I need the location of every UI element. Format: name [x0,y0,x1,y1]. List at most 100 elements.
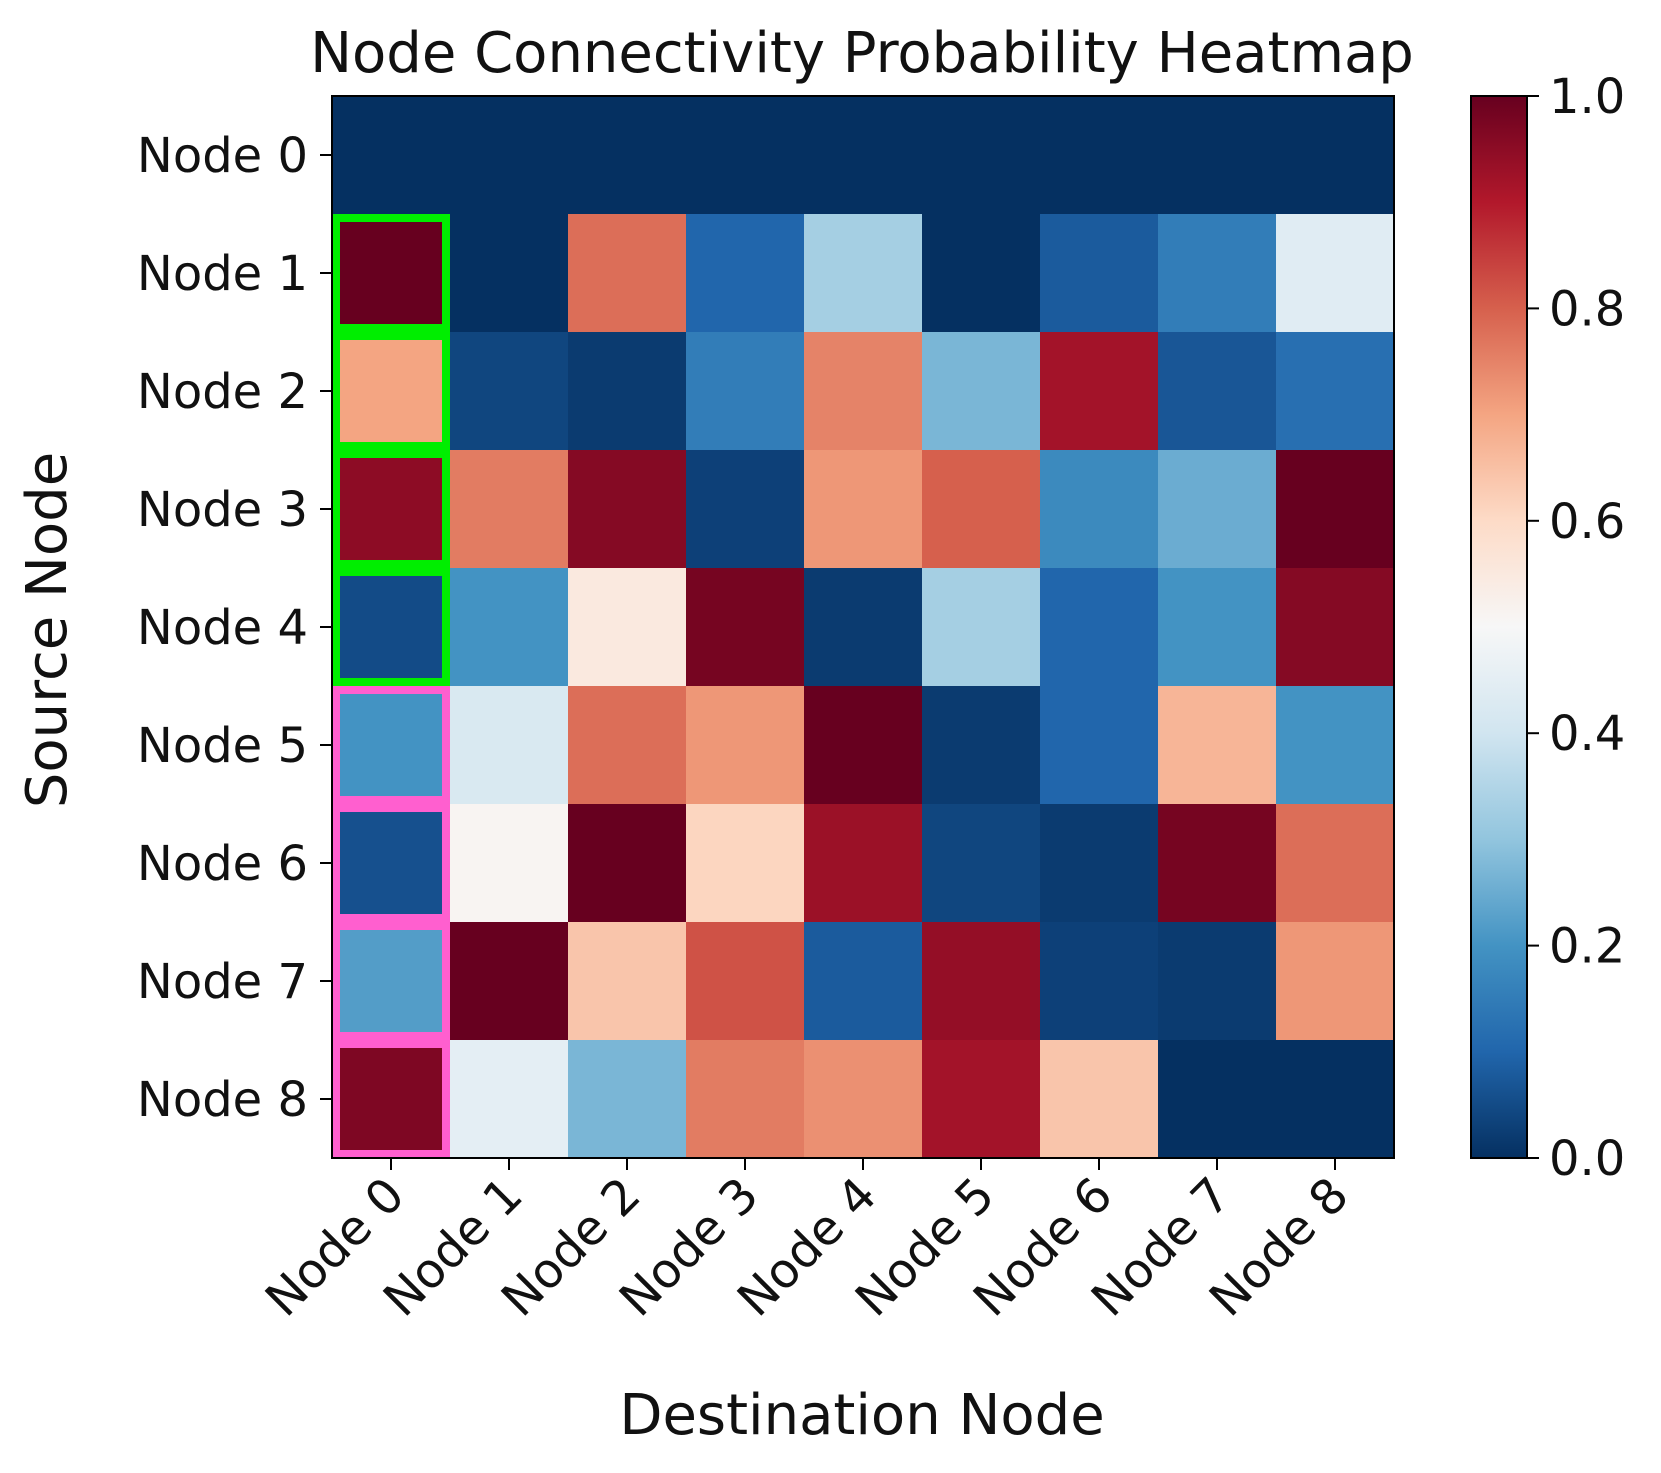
heatmap-cell-r6-c7 [1158,804,1277,923]
heatmap-cell-r8-c3 [686,1040,805,1159]
highlight-box-1-row6 [332,804,450,922]
heatmap-cell-r2-c0 [332,332,451,451]
heatmap-cell-r1-c7 [1158,214,1277,333]
heatmap-cell-r1-c0 [332,214,451,333]
heatmap-cell-r3-c3 [686,450,805,569]
y-tick-label-0: Node 0 [137,128,308,184]
heatmap-cell-r5-c6 [1040,686,1159,805]
highlight-box-0-row3 [332,450,450,568]
heatmap-cell-r1-c6 [1040,214,1159,333]
heatmap-cell-r1-c8 [1276,214,1395,333]
heatmap-cell-r4-c5 [922,568,1041,687]
colorbar-tick-label-1: 0.2 [1549,919,1625,975]
heatmap-cell-r2-c2 [568,332,687,451]
highlight-boxes [332,214,450,1158]
heatmap-cell-r8-c6 [1040,1040,1159,1159]
heatmap-cells [332,96,1395,1159]
heatmap-cell-r7-c2 [568,922,687,1041]
highlight-box-0-row1 [332,214,450,332]
heatmap-cell-r5-c8 [1276,686,1395,805]
heatmap-cell-r3-c1 [450,450,569,569]
heatmap-cell-r8-c8 [1276,1040,1395,1159]
heatmap-cell-r5-c3 [686,686,805,805]
heatmap-cell-r3-c8 [1276,450,1395,569]
heatmap-cell-r4-c8 [1276,568,1395,687]
heatmap-cell-r5-c2 [568,686,687,805]
y-axis-ticks: Node 0 Node 1 Node 2 Node 3 Node 4 Node 5 Node… [137,128,332,1128]
heatmap-cell-r8-c7 [1158,1040,1277,1159]
x-axis-label: Destination Node [619,1383,1104,1448]
colorbar [1470,95,1528,1159]
y-tick-label-6: Node 6 [137,836,308,892]
heatmap-cell-r1-c2 [568,214,687,333]
heatmap-cell-r5-c5 [922,686,1041,805]
heatmap-cell-r6-c0 [332,804,451,923]
highlight-box-1-row7 [332,922,450,1040]
heatmap-cell-r2-c6 [1040,332,1159,451]
chart-title: Node Connectivity Probability Heatmap [310,21,1414,86]
y-tick-label-3: Node 3 [137,482,308,538]
colorbar-tick-label-3: 0.6 [1549,494,1625,550]
heatmap-cell-r8-c0 [332,1040,451,1159]
heatmap-cell-r7-c8 [1276,922,1395,1041]
colorbar-tick-label-2: 0.4 [1549,706,1625,762]
heatmap-cell-r5-c0 [332,686,451,805]
heatmap-cell-r0-c2 [568,96,687,215]
heatmap-cell-r6-c8 [1276,804,1395,923]
heatmap-cell-r4-c6 [1040,568,1159,687]
heatmap-cell-r1-c1 [450,214,569,333]
heatmap-cell-r2-c1 [450,332,569,451]
heatmap-cell-r0-c5 [922,96,1041,215]
heatmap-cell-r5-c7 [1158,686,1277,805]
colorbar-ticks: 0.0 0.2 0.4 0.6 0.8 1.0 [1527,69,1625,1187]
y-tick-label-8: Node 8 [137,1072,308,1128]
heatmap-cell-r3-c7 [1158,450,1277,569]
heatmap-cell-r0-c8 [1276,96,1395,215]
heatmap-cell-r1-c4 [804,214,923,333]
heatmap-cell-r6-c1 [450,804,569,923]
heatmap-cell-r6-c3 [686,804,805,923]
heatmap-cell-r8-c1 [450,1040,569,1159]
heatmap-cell-r3-c4 [804,450,923,569]
heatmap-cell-r7-c4 [804,922,923,1041]
heatmap-cell-r6-c5 [922,804,1041,923]
heatmap-cell-r4-c4 [804,568,923,687]
heatmap-cell-r2-c3 [686,332,805,451]
heatmap-cell-r1-c3 [686,214,805,333]
heatmap-cell-r6-c2 [568,804,687,923]
heatmap-cell-r3-c6 [1040,450,1159,569]
heatmap-cell-r7-c7 [1158,922,1277,1041]
heatmap-cell-r8-c4 [804,1040,923,1159]
heatmap-cell-r7-c3 [686,922,805,1041]
heatmap-cell-r0-c3 [686,96,805,215]
y-tick-label-5: Node 5 [137,718,308,774]
heatmap-cell-r4-c2 [568,568,687,687]
heatmap-cell-r2-c4 [804,332,923,451]
heatmap-cell-r4-c7 [1158,568,1277,687]
heatmap-cell-r0-c4 [804,96,923,215]
heatmap-cell-r4-c0 [332,568,451,687]
heatmap-cell-r2-c5 [922,332,1041,451]
y-tick-label-7: Node 7 [137,954,308,1010]
y-tick-label-4: Node 4 [137,600,308,656]
heatmap-cell-r7-c6 [1040,922,1159,1041]
heatmap-cell-r4-c1 [450,568,569,687]
y-tick-label-2: Node 2 [137,364,308,420]
heatmap-cell-r8-c2 [568,1040,687,1159]
heatmap-cell-r0-c1 [450,96,569,215]
heatmap-cell-r2-c7 [1158,332,1277,451]
heatmap-cell-r5-c4 [804,686,923,805]
heatmap-cell-r5-c1 [450,686,569,805]
heatmap-cell-r0-c6 [1040,96,1159,215]
heatmap-cell-r7-c1 [450,922,569,1041]
colorbar-tick-label-0: 0.0 [1549,1131,1625,1187]
highlight-box-0-row4 [332,568,450,686]
heatmap-cell-r8-c5 [922,1040,1041,1159]
y-axis-label: Source Node [15,452,80,808]
colorbar-tick-label-4: 0.8 [1549,281,1625,337]
highlight-box-0-row2 [332,332,450,450]
heatmap-cell-r0-c0 [332,96,451,215]
heatmap-cell-r6-c6 [1040,804,1159,923]
